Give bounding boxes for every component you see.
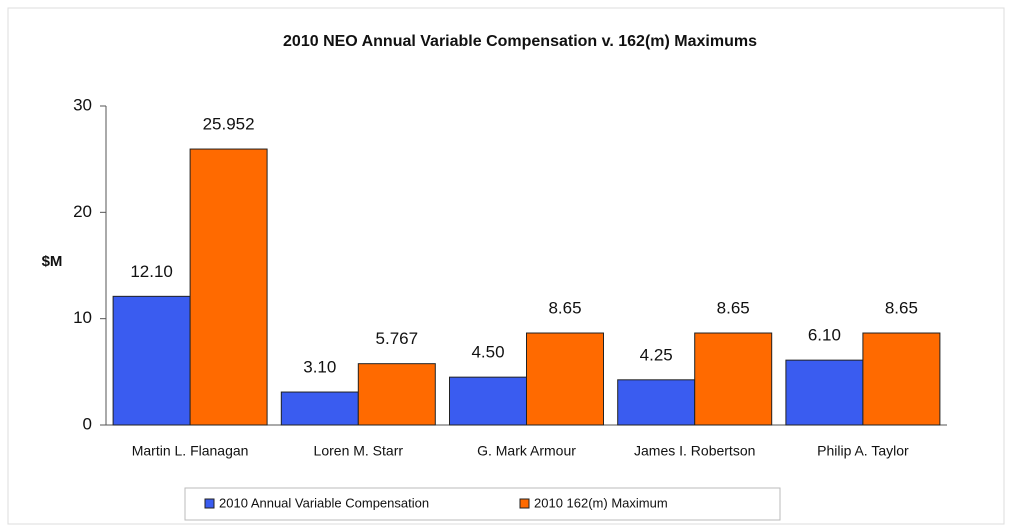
data-label: 3.10 <box>303 358 336 377</box>
data-label: 8.65 <box>885 299 918 318</box>
legend-label: 2010 Annual Variable Compensation <box>219 495 429 510</box>
data-label: 5.767 <box>376 329 419 348</box>
bar <box>112 295 191 426</box>
legend-label: 2010 162(m) Maximum <box>534 495 668 510</box>
legend-swatch <box>519 498 530 509</box>
bar <box>694 332 773 426</box>
data-label: 8.65 <box>717 299 750 318</box>
bar <box>280 391 359 426</box>
y-tick-label: 10 <box>73 308 92 327</box>
chart-frame <box>7 7 1005 525</box>
y-tick-label: 20 <box>73 202 92 221</box>
x-tick-label: Martin L. Flanagan <box>132 443 249 459</box>
data-label: 25.952 <box>203 115 255 134</box>
data-label: 8.65 <box>548 299 581 318</box>
bar <box>862 332 941 426</box>
data-label: 12.10 <box>130 262 173 281</box>
legend-swatch <box>204 498 215 509</box>
x-tick-label: G. Mark Armour <box>477 443 576 459</box>
data-label: 6.10 <box>808 326 841 345</box>
bar <box>357 363 436 426</box>
bar <box>785 359 864 426</box>
legend-box <box>184 487 781 521</box>
bar <box>189 148 268 426</box>
x-tick-label: James I. Robertson <box>634 443 755 459</box>
y-axis-label: $M <box>42 253 63 270</box>
data-label: 4.50 <box>471 343 504 362</box>
data-label: 4.25 <box>640 345 673 364</box>
bar <box>449 376 527 426</box>
x-tick-label: Philip A. Taylor <box>817 443 909 459</box>
bar <box>617 379 696 426</box>
x-tick-label: Loren M. Starr <box>314 443 404 459</box>
y-tick-label: 0 <box>83 414 92 433</box>
bar <box>526 332 604 426</box>
chart-title: 2010 NEO Annual Variable Compensation v.… <box>283 33 757 50</box>
y-tick-label: 30 <box>73 95 92 114</box>
